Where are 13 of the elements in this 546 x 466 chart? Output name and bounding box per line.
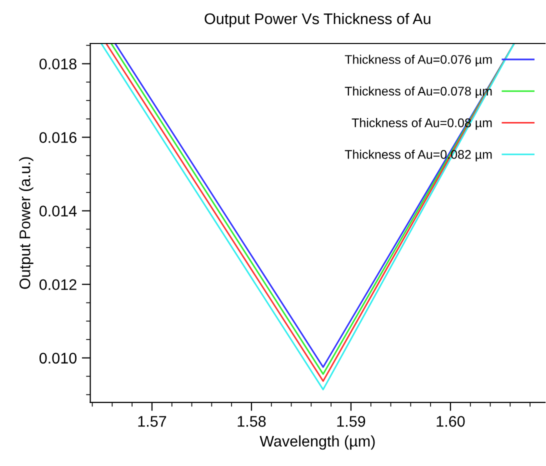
chart-title: Output Power Vs Thickness of Au bbox=[204, 12, 430, 28]
y-tick-label: 0.018 bbox=[39, 58, 76, 70]
x-axis-title: Wavelength (µm) bbox=[260, 435, 375, 450]
y-axis-title: Output Power (a.u.) bbox=[19, 157, 34, 289]
y-tick-label: 0.016 bbox=[39, 132, 76, 143]
y-tick-label: 0.010 bbox=[39, 352, 77, 364]
y-tick-label: 0.012 bbox=[39, 279, 76, 290]
x-tick-label: 1.60 bbox=[436, 416, 465, 427]
x-tick-label: 1.59 bbox=[337, 416, 366, 427]
y-tick-label: 0.014 bbox=[39, 206, 77, 216]
x-tick-label: 1.58 bbox=[238, 416, 266, 427]
x-tick-label: 1.57 bbox=[138, 416, 166, 427]
legend-label: Thickness of Au=0.076 µm bbox=[344, 54, 492, 66]
